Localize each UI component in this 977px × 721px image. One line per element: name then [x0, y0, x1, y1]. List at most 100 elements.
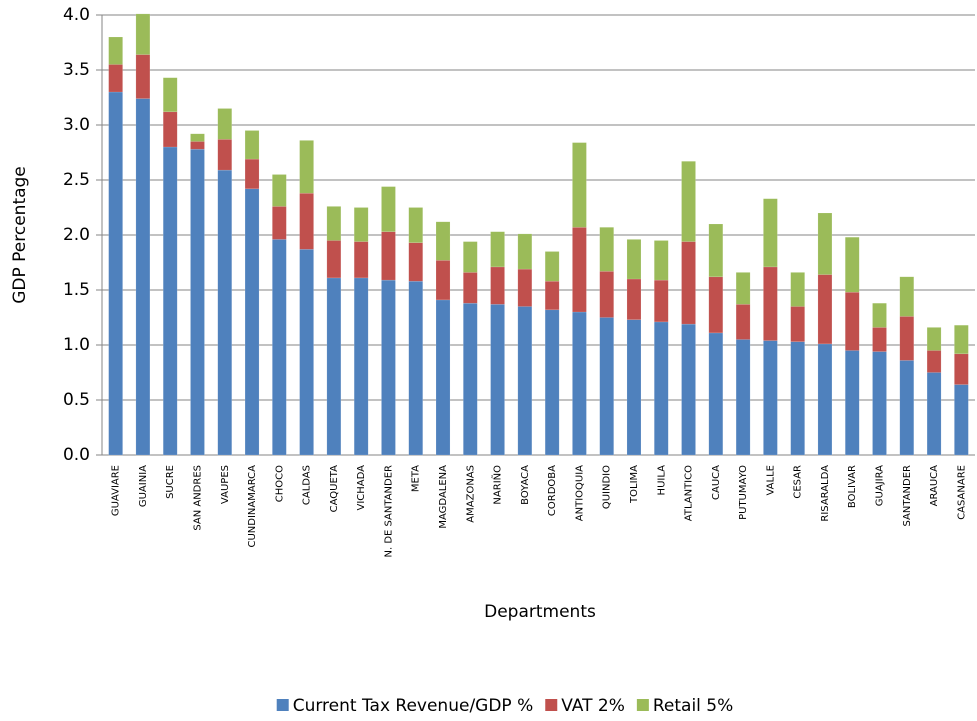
x-tick-label: VICHADA [356, 465, 367, 511]
bar-segment [872, 327, 887, 352]
bar-segment [353, 241, 369, 279]
bar-segment [244, 158, 260, 190]
y-tick-label: 2.5 [63, 170, 90, 190]
bar-segment [244, 188, 260, 456]
bar-segment [872, 302, 887, 328]
x-tick-label: CHOCO [274, 465, 285, 502]
bar-segment [463, 241, 478, 273]
bar-segment [517, 233, 533, 270]
x-tick-label: QUINDIO [602, 465, 613, 509]
bar-segment [844, 236, 860, 293]
x-tick-label: SUCRE [165, 465, 176, 499]
bar-segment [162, 146, 178, 456]
bar-segment [572, 142, 587, 228]
bar-segment [135, 98, 151, 456]
bar-segment [899, 316, 915, 361]
bar-segment [681, 241, 696, 325]
y-tick-label: 4.0 [63, 5, 90, 25]
bar-segment [735, 339, 751, 456]
bar-segment [408, 280, 423, 456]
bar-segment [108, 91, 123, 456]
bar-segment [654, 240, 669, 281]
x-tick-label: MAGDALENA [438, 465, 449, 529]
bar-segment [599, 227, 614, 272]
y-tick-label: 0.5 [63, 390, 90, 410]
bar-segment [408, 207, 423, 243]
bar-segment [408, 242, 423, 282]
x-tick-label: RISARALDA [820, 465, 831, 522]
bar-segment [517, 306, 533, 456]
bar-segment [899, 360, 915, 456]
bar-segment [572, 227, 587, 313]
x-tick-label: PUTUMAYO [738, 465, 749, 520]
bar-segment [790, 306, 805, 342]
bar-segment [435, 299, 451, 456]
bar-segment [217, 108, 233, 140]
bar-segment [381, 231, 396, 281]
bar-segment [353, 207, 369, 242]
bar-segment [599, 317, 614, 456]
bar-segment [190, 141, 205, 150]
bar-segment [135, 13, 151, 55]
bar-segment [299, 140, 314, 194]
x-tick-label: ATLANTICO [684, 465, 695, 521]
bar-segment [626, 278, 642, 320]
bar-segment [844, 350, 860, 456]
x-tick-label: META [411, 465, 422, 492]
bar-segment [463, 272, 478, 304]
bar-segment [599, 271, 614, 318]
y-tick-label: 2.0 [63, 225, 90, 245]
bar-segment [326, 277, 342, 456]
x-tick-label: NARIÑO [491, 465, 504, 505]
x-tick-label: GUAINIA [138, 465, 149, 507]
bar-segment [926, 372, 942, 456]
bar-segment [162, 77, 178, 113]
bar-segment [299, 192, 314, 250]
x-tick-label: GUAJIRA [875, 465, 886, 506]
bar-segment [708, 223, 724, 278]
bar-segment [954, 384, 969, 456]
bar-segment [435, 221, 451, 261]
bar-segment [654, 279, 669, 323]
bar-segment [926, 350, 942, 373]
bar-segment [326, 240, 342, 279]
bar-segment [190, 133, 205, 142]
bar-segment [490, 304, 505, 456]
x-tick-label: CAQUETA [329, 465, 340, 512]
y-tick-label: 0.0 [63, 445, 90, 465]
bar-segment [735, 304, 751, 340]
y-tick-label: 1.0 [63, 335, 90, 355]
bar-segment [517, 268, 533, 307]
x-tick-label: HUILA [656, 465, 667, 496]
bar-segment [735, 272, 751, 305]
bar-segment [763, 266, 778, 341]
x-tick-label: TOLIMA [629, 465, 640, 504]
bar-segment [681, 161, 696, 242]
bar-segment [790, 341, 805, 456]
x-tick-label: CALDAS [302, 465, 313, 505]
bar-segment [681, 323, 696, 456]
bar-segment [926, 327, 942, 351]
bar-segment [381, 186, 396, 232]
bar-segment [708, 332, 724, 456]
bar-segment [381, 279, 396, 456]
x-tick-label: CESAR [793, 465, 804, 499]
y-tick-label: 3.0 [63, 115, 90, 135]
x-tick-label: VAUPES [220, 465, 231, 504]
x-tick-label: CUNDINAMARCA [247, 465, 258, 548]
x-tick-label: CASANARE [956, 465, 967, 520]
bar-segment [544, 280, 560, 311]
bar-segment [217, 139, 233, 171]
x-tick-label: ARAUCA [929, 465, 940, 507]
bar-segment [763, 198, 778, 268]
bar-segment [190, 148, 205, 456]
bar-segment [299, 249, 314, 456]
x-tick-label: ANTIOQUIA [574, 465, 585, 521]
bar-segment [790, 272, 805, 307]
legend-label: Retail 5% [653, 696, 733, 716]
bar-segment [272, 174, 287, 207]
bar-segment [272, 239, 287, 456]
x-tick-label: CAUCA [711, 465, 722, 500]
x-tick-label: AMAZONAS [465, 465, 476, 523]
